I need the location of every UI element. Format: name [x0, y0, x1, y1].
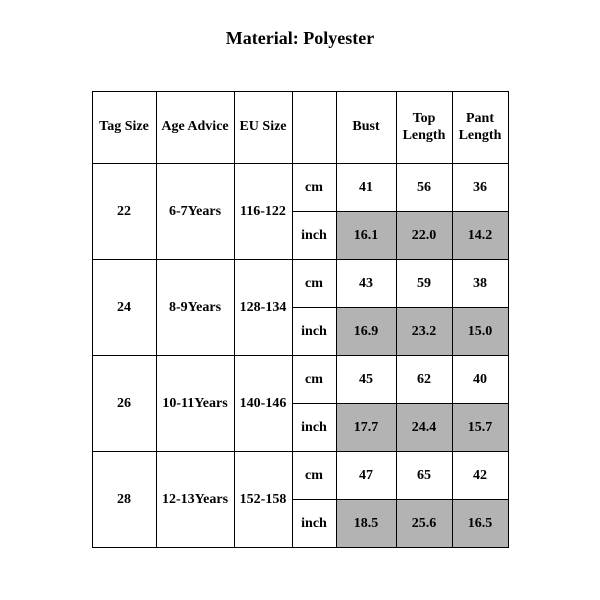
table-row: 28 12-13Years 152-158 cm 47 65 42 — [92, 452, 508, 500]
cell-top-inch: 25.6 — [396, 500, 452, 548]
cell-unit-inch: inch — [292, 212, 336, 260]
cell-top-cm: 59 — [396, 260, 452, 308]
cell-eu-size: 140-146 — [234, 356, 292, 452]
cell-pant-inch: 15.7 — [452, 404, 508, 452]
table-row: 26 10-11Years 140-146 cm 45 62 40 — [92, 356, 508, 404]
cell-age-advice: 10-11Years — [156, 356, 234, 452]
header-unit — [292, 92, 336, 164]
table-body: 22 6-7Years 116-122 cm 41 56 36 inch 16.… — [92, 164, 508, 548]
cell-tag-size: 22 — [92, 164, 156, 260]
cell-bust-inch: 16.9 — [336, 308, 396, 356]
header-pant-length: PantLength — [452, 92, 508, 164]
cell-bust-inch: 18.5 — [336, 500, 396, 548]
page: Material: Polyester Tag Size Age Advice … — [0, 0, 600, 600]
cell-tag-size: 28 — [92, 452, 156, 548]
header-bust: Bust — [336, 92, 396, 164]
cell-age-advice: 6-7Years — [156, 164, 234, 260]
cell-bust-inch: 17.7 — [336, 404, 396, 452]
cell-pant-inch: 15.0 — [452, 308, 508, 356]
table-row: 22 6-7Years 116-122 cm 41 56 36 — [92, 164, 508, 212]
size-chart-table: Tag Size Age Advice EU Size Bust TopLeng… — [92, 91, 509, 548]
cell-eu-size: 116-122 — [234, 164, 292, 260]
header-top-length: TopLength — [396, 92, 452, 164]
header-pant-length-text: PantLength — [459, 111, 502, 143]
cell-age-advice: 12-13Years — [156, 452, 234, 548]
cell-eu-size: 152-158 — [234, 452, 292, 548]
cell-pant-cm: 42 — [452, 452, 508, 500]
cell-pant-inch: 14.2 — [452, 212, 508, 260]
cell-bust-cm: 41 — [336, 164, 396, 212]
cell-unit-cm: cm — [292, 260, 336, 308]
header-tag-size: Tag Size — [92, 92, 156, 164]
cell-unit-inch: inch — [292, 500, 336, 548]
header-top-length-text: TopLength — [403, 111, 446, 143]
cell-tag-size: 26 — [92, 356, 156, 452]
cell-unit-cm: cm — [292, 164, 336, 212]
cell-eu-size: 128-134 — [234, 260, 292, 356]
cell-tag-size: 24 — [92, 260, 156, 356]
cell-unit-inch: inch — [292, 404, 336, 452]
cell-bust-cm: 45 — [336, 356, 396, 404]
cell-pant-cm: 40 — [452, 356, 508, 404]
cell-pant-cm: 36 — [452, 164, 508, 212]
cell-unit-inch: inch — [292, 308, 336, 356]
header-eu-size: EU Size — [234, 92, 292, 164]
cell-top-inch: 22.0 — [396, 212, 452, 260]
cell-pant-inch: 16.5 — [452, 500, 508, 548]
cell-top-cm: 62 — [396, 356, 452, 404]
cell-age-advice: 8-9Years — [156, 260, 234, 356]
page-title: Material: Polyester — [0, 28, 600, 49]
header-age-advice: Age Advice — [156, 92, 234, 164]
cell-pant-cm: 38 — [452, 260, 508, 308]
cell-top-inch: 24.4 — [396, 404, 452, 452]
cell-top-cm: 65 — [396, 452, 452, 500]
table-header: Tag Size Age Advice EU Size Bust TopLeng… — [92, 92, 508, 164]
cell-bust-inch: 16.1 — [336, 212, 396, 260]
table-row: 24 8-9Years 128-134 cm 43 59 38 — [92, 260, 508, 308]
cell-unit-cm: cm — [292, 452, 336, 500]
cell-bust-cm: 43 — [336, 260, 396, 308]
cell-bust-cm: 47 — [336, 452, 396, 500]
cell-top-inch: 23.2 — [396, 308, 452, 356]
cell-unit-cm: cm — [292, 356, 336, 404]
cell-top-cm: 56 — [396, 164, 452, 212]
